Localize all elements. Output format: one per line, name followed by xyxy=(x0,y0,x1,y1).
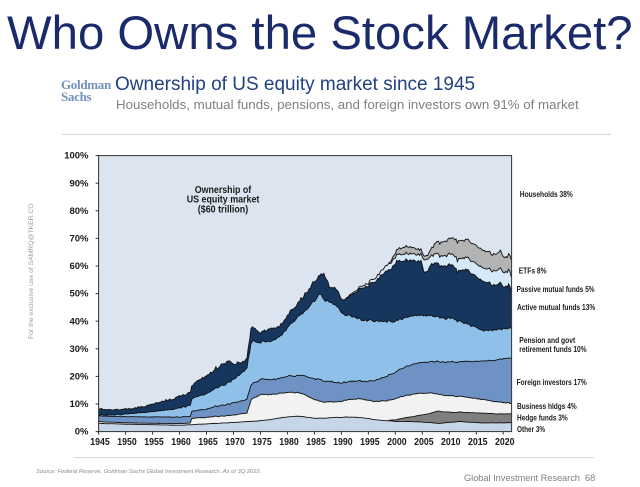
svg-text:2000: 2000 xyxy=(387,436,407,448)
svg-text:70%: 70% xyxy=(69,234,89,245)
svg-text:Business hldgs 4%: Business hldgs 4% xyxy=(517,402,577,411)
svg-text:50%: 50% xyxy=(69,289,89,300)
svg-text:2010: 2010 xyxy=(441,436,461,448)
svg-text:60%: 60% xyxy=(69,261,89,272)
svg-text:100%: 100% xyxy=(64,151,89,162)
svg-text:ETFs 8%: ETFs 8% xyxy=(519,266,547,275)
svg-text:1980: 1980 xyxy=(279,436,299,448)
svg-text:90%: 90% xyxy=(69,178,89,189)
svg-text:Hedge funds 3%: Hedge funds 3% xyxy=(517,414,568,423)
svg-text:1965: 1965 xyxy=(198,436,218,448)
svg-text:1975: 1975 xyxy=(252,436,272,448)
svg-text:($60 trillion): ($60 trillion) xyxy=(198,204,248,215)
svg-text:1960: 1960 xyxy=(171,436,191,448)
svg-text:2015: 2015 xyxy=(468,436,488,448)
svg-text:10%: 10% xyxy=(69,399,89,410)
svg-text:30%: 30% xyxy=(69,344,89,355)
svg-text:Active mutual funds 13%: Active mutual funds 13% xyxy=(517,303,596,312)
svg-text:20%: 20% xyxy=(69,372,89,383)
svg-text:Pension and govt: Pension and govt xyxy=(519,336,575,345)
svg-text:Households 38%: Households 38% xyxy=(520,190,574,199)
svg-text:1970: 1970 xyxy=(225,436,245,448)
svg-text:1945: 1945 xyxy=(90,436,110,448)
svg-text:1955: 1955 xyxy=(144,436,164,448)
svg-text:US equity market: US equity market xyxy=(187,195,260,206)
svg-text:Other 3%: Other 3% xyxy=(517,425,546,434)
svg-text:2020: 2020 xyxy=(495,436,515,448)
svg-text:1985: 1985 xyxy=(306,436,326,448)
svg-text:1950: 1950 xyxy=(117,436,137,448)
svg-text:retirement funds 10%: retirement funds 10% xyxy=(519,345,587,354)
svg-text:80%: 80% xyxy=(69,206,89,217)
svg-text:1990: 1990 xyxy=(333,436,353,448)
svg-text:1995: 1995 xyxy=(360,436,380,448)
svg-text:Ownership of: Ownership of xyxy=(195,185,252,196)
svg-text:2005: 2005 xyxy=(414,436,434,448)
svg-text:40%: 40% xyxy=(69,316,89,327)
svg-text:Passive mutual funds 5%: Passive mutual funds 5% xyxy=(517,285,596,294)
svg-text:0%: 0% xyxy=(75,427,89,438)
svg-text:Foreign investors 17%: Foreign investors 17% xyxy=(517,378,588,387)
